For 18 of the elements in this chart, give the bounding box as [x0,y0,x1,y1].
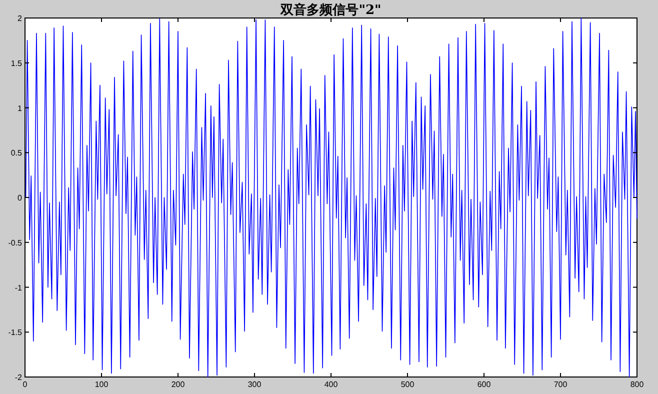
y-tick-label: 2 [18,14,23,23]
chart-title: 双音多频信号"2" [280,2,382,18]
x-tick-label: 200 [171,380,186,389]
y-tick-label: 0.5 [10,148,23,158]
x-tick-label: 400 [324,380,338,389]
y-tick-label: -0.5 [8,238,23,248]
y-tick-label: -2 [14,373,23,382]
y-tick-label: 1.5 [10,58,23,68]
x-tick-label: 300 [248,380,262,389]
x-tick-label: 600 [477,380,492,389]
y-tick-label: -1.5 [8,328,23,338]
x-tick-label: 700 [554,380,568,389]
x-tick-label: 100 [94,380,109,389]
x-tick-label: 800 [630,380,644,389]
y-tick-label: 0 [18,194,23,202]
x-tick-label: 500 [400,380,415,389]
y-tick-label: 1 [18,104,23,113]
y-tick-label: -1 [14,283,23,292]
